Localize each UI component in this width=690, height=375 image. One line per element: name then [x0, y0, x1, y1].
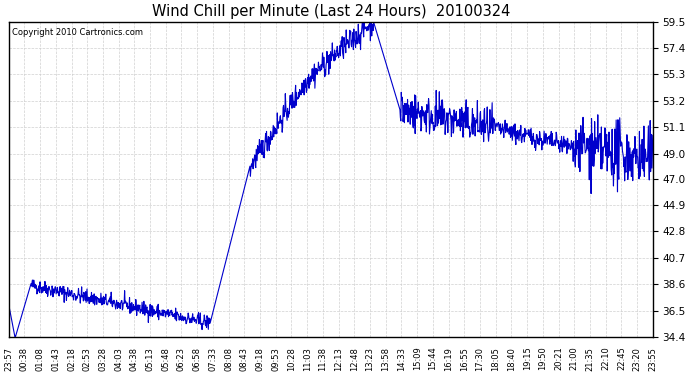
Title: Wind Chill per Minute (Last 24 Hours)  20100324: Wind Chill per Minute (Last 24 Hours) 20… [152, 4, 510, 19]
Text: Copyright 2010 Cartronics.com: Copyright 2010 Cartronics.com [12, 28, 143, 37]
